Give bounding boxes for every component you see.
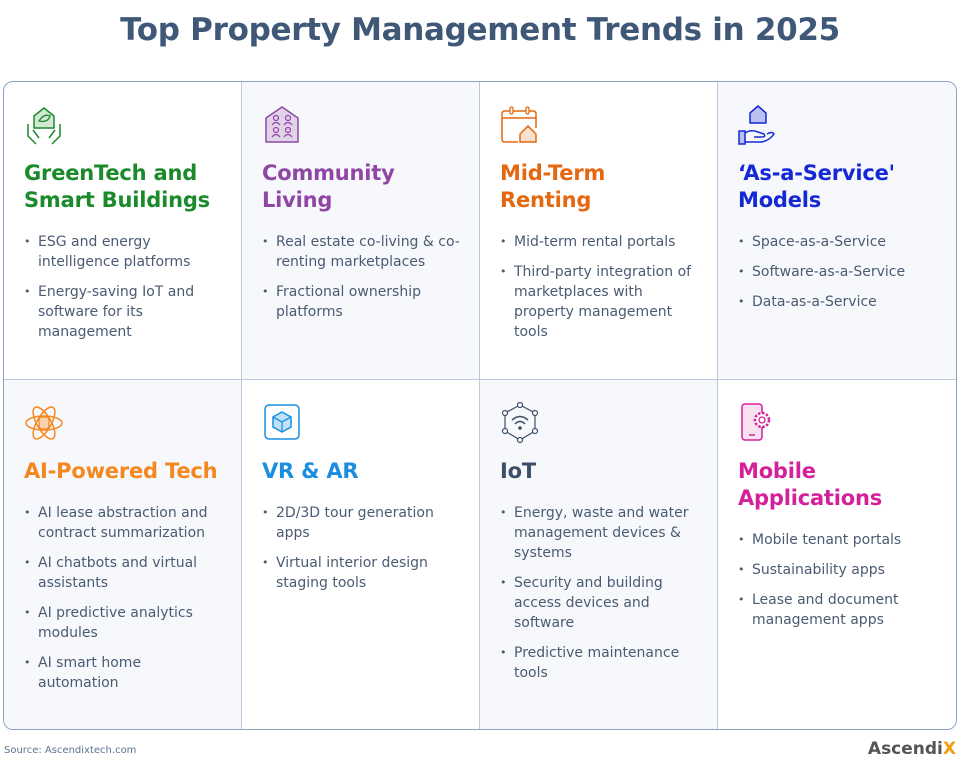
- trend-list: Real estate co-living & co-renting marke…: [262, 232, 463, 322]
- trend-item: ESG and energy intelligence platforms: [24, 232, 225, 272]
- trend-list: 2D/3D tour generation apps Virtual interi…: [262, 503, 463, 593]
- calendar-house-icon: [500, 104, 540, 146]
- trend-list: Mid-term rental portals Third-party integ…: [500, 232, 701, 342]
- trend-card: IoT Energy, waste and water management de…: [480, 380, 718, 729]
- trend-heading: IoT: [500, 459, 536, 483]
- trend-item: AI predictive analytics modules: [24, 603, 225, 643]
- phone-gear-icon: [738, 402, 778, 444]
- trend-item: Space-as-a-Service: [738, 232, 940, 252]
- trend-heading: ‘As-a-Service' Models: [738, 161, 895, 212]
- trend-item: Third-party integration of marketplaces …: [500, 262, 701, 342]
- trend-heading: AI-Powered Tech: [24, 459, 218, 483]
- trend-item: Fractional ownership platforms: [262, 282, 463, 322]
- trend-item: AI lease abstraction and contract summar…: [24, 503, 225, 543]
- trend-item: Virtual interior design staging tools: [262, 553, 463, 593]
- trends-grid: GreenTech and Smart Buildings ESG and ene…: [3, 81, 957, 730]
- trend-list: Space-as-a-Service Software-as-a-Service D…: [738, 232, 940, 312]
- trend-card: AI-Powered Tech AI lease abstraction and …: [4, 380, 242, 729]
- trend-list: AI lease abstraction and contract summar…: [24, 503, 225, 693]
- trend-item: 2D/3D tour generation apps: [262, 503, 463, 543]
- trend-card: ‘As-a-Service' ModelsSpace-as-a-ServiceS…: [718, 82, 956, 380]
- trend-item: AI smart home automation: [24, 653, 225, 693]
- trend-item: Lease and document management apps: [738, 590, 940, 630]
- hand-house-icon: [738, 104, 778, 146]
- trend-heading: Community Living: [262, 161, 395, 212]
- trend-item: Sustainability apps: [738, 560, 940, 580]
- trend-card: Community Living Real estate co-living & …: [242, 82, 480, 380]
- trend-heading: VR & AR: [262, 459, 359, 483]
- trend-card: Mid-Term Renting Mid-term rental portals T…: [480, 82, 718, 380]
- trend-list: Energy, waste and water management devic…: [500, 503, 701, 683]
- page-title: Top Property Management Trends in 2025: [120, 12, 840, 48]
- trend-item: Mobile tenant portals: [738, 530, 940, 550]
- trend-item: Data-as-a-Service: [738, 292, 940, 312]
- leaf-house-hands-icon: [24, 104, 64, 146]
- atom-database-icon: [24, 402, 64, 444]
- cube-screen-icon: [262, 402, 302, 444]
- trend-list: Mobile tenant portals Sustainability apps…: [738, 530, 940, 630]
- trend-item: AI chatbots and virtual assistants: [24, 553, 225, 593]
- trend-item: Real estate co-living & co-renting marke…: [262, 232, 463, 272]
- trend-heading: Mobile Applications: [738, 459, 883, 510]
- network-wifi-icon: [500, 401, 540, 444]
- trend-item: Software-as-a-Service: [738, 262, 940, 282]
- community-house-icon: [262, 104, 302, 146]
- trend-card: GreenTech and Smart Buildings ESG and ene…: [4, 82, 242, 380]
- trend-card: VR & AR 2D/3D tour generation apps Virtual…: [242, 380, 480, 729]
- source-note: Source: Ascendixtech.com: [4, 745, 137, 756]
- trend-item: Predictive maintenance tools: [500, 643, 701, 683]
- trend-list: ESG and energy intelligence platforms Ene…: [24, 232, 225, 342]
- trend-item: Energy, waste and water management devic…: [500, 503, 701, 563]
- trend-heading: GreenTech and Smart Buildings: [24, 161, 210, 212]
- trend-item: Energy-saving IoT and software for its m…: [24, 282, 225, 342]
- trend-card: Mobile Applications Mobile tenant portals…: [718, 380, 956, 729]
- trend-item: Mid-term rental portals: [500, 232, 701, 252]
- ascendix-logo: AscendiX: [867, 739, 956, 759]
- trend-heading: Mid-Term Renting: [500, 161, 606, 212]
- trend-item: Security and building access devices and…: [500, 573, 701, 633]
